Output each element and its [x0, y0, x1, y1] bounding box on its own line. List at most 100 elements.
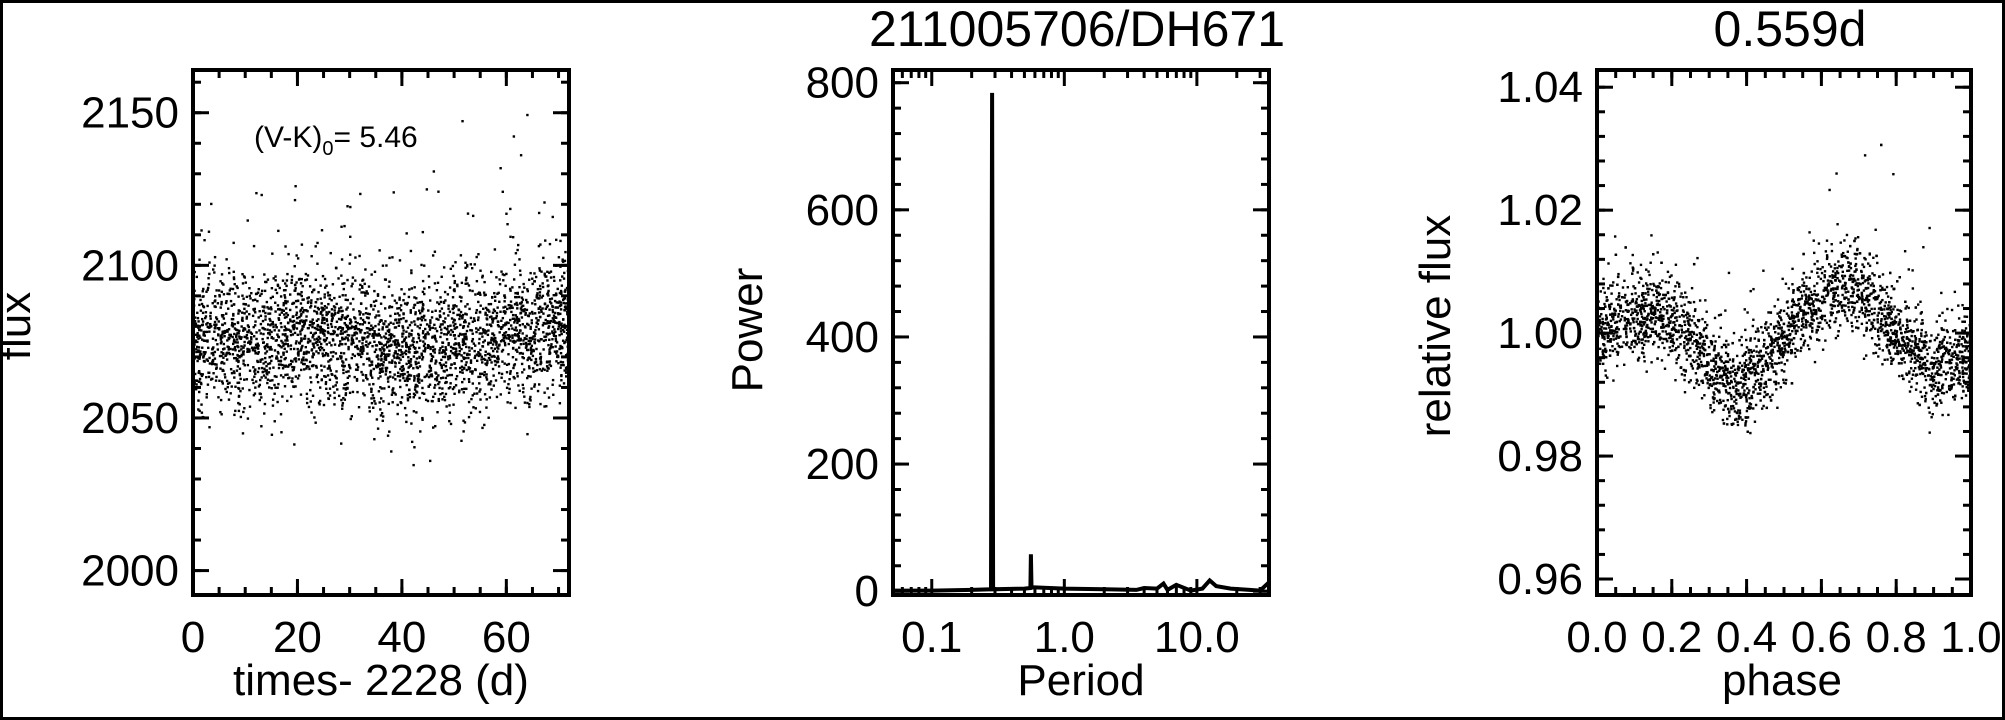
data-point: [526, 322, 529, 326]
data-point: [384, 357, 387, 361]
data-point: [397, 318, 400, 321]
data-point: [1924, 363, 1927, 367]
data-point: [411, 343, 415, 346]
data-point: [458, 352, 461, 356]
data-point: [414, 385, 417, 389]
data-point: [195, 275, 198, 279]
data-point: [491, 319, 495, 322]
data-point: [1800, 297, 1803, 300]
data-point: [552, 275, 556, 279]
data-point: [1655, 316, 1658, 320]
data-point: [1735, 354, 1739, 358]
data-point: [480, 332, 483, 335]
data-point: [469, 411, 473, 415]
data-point: [1619, 309, 1622, 313]
data-point: [543, 274, 546, 277]
data-point: [462, 325, 466, 328]
data-point: [462, 419, 465, 422]
data-point: [302, 356, 305, 359]
data-point: [538, 284, 542, 288]
data-point: [547, 326, 550, 329]
data-point: [248, 369, 252, 372]
data-point: [496, 292, 499, 295]
data-point: [232, 312, 235, 316]
data-point: [260, 376, 263, 379]
data-point: [396, 412, 399, 416]
data-point: [246, 219, 249, 222]
data-point: [243, 378, 246, 381]
data-point: [562, 318, 565, 321]
data-point: [513, 341, 516, 344]
data-point: [535, 295, 538, 298]
data-point: [227, 266, 231, 270]
data-point: [355, 379, 359, 382]
chart-title: 211005706/DH671: [869, 1, 1285, 57]
data-point: [1896, 349, 1899, 353]
data-point: [410, 287, 414, 290]
data-point: [1698, 357, 1701, 361]
data-point: [233, 356, 236, 360]
data-point: [512, 366, 515, 370]
data-point: [268, 329, 272, 332]
data-point: [201, 295, 204, 298]
data-point: [1920, 395, 1924, 398]
data-point: [209, 378, 213, 381]
data-point: [1619, 318, 1623, 321]
data-point: [1725, 379, 1729, 382]
data-point: [309, 388, 312, 392]
data-point: [554, 337, 557, 341]
data-point: [374, 348, 378, 351]
data-point: [384, 370, 388, 373]
data-point: [563, 369, 566, 372]
data-point: [209, 317, 212, 320]
data-point: [346, 298, 349, 302]
data-point: [500, 270, 503, 273]
data-point: [1687, 322, 1690, 325]
data-point: [407, 356, 410, 359]
data-point: [442, 300, 446, 304]
data-point: [1624, 293, 1627, 297]
data-point: [275, 355, 278, 358]
data-point: [368, 406, 371, 409]
data-point: [415, 390, 418, 393]
data-point: [285, 328, 289, 331]
data-point: [434, 359, 438, 362]
data-point: [207, 346, 210, 350]
data-point: [548, 348, 551, 351]
data-point: [232, 314, 235, 317]
data-point: [484, 332, 487, 335]
data-point: [387, 402, 390, 406]
data-point: [407, 345, 411, 349]
data-point: [1792, 342, 1795, 346]
data-point: [279, 359, 283, 363]
data-point: [1755, 350, 1758, 353]
data-point: [220, 300, 223, 304]
data-point: [523, 308, 526, 311]
data-point: [1746, 311, 1749, 314]
data-point: [384, 307, 387, 310]
data-point: [1929, 375, 1933, 378]
data-point: [1923, 361, 1927, 365]
data-point: [1863, 298, 1867, 302]
data-point: [246, 337, 249, 340]
data-point: [483, 393, 487, 396]
data-point: [252, 366, 255, 369]
data-point: [504, 284, 507, 288]
data-point: [384, 368, 388, 371]
data-point: [466, 263, 469, 267]
data-point: [1724, 351, 1728, 355]
data-point: [320, 302, 323, 305]
data-point: [330, 319, 334, 323]
data-point: [268, 312, 272, 315]
data-point: [470, 340, 474, 343]
data-point: [517, 346, 521, 349]
data-point: [402, 317, 405, 320]
data-point: [511, 336, 514, 340]
data-point: [237, 409, 241, 413]
data-point: [200, 403, 203, 406]
data-point: [207, 371, 210, 374]
data-point: [300, 243, 304, 246]
data-point: [458, 313, 461, 316]
data-point: [488, 310, 491, 313]
data-point: [428, 328, 432, 331]
